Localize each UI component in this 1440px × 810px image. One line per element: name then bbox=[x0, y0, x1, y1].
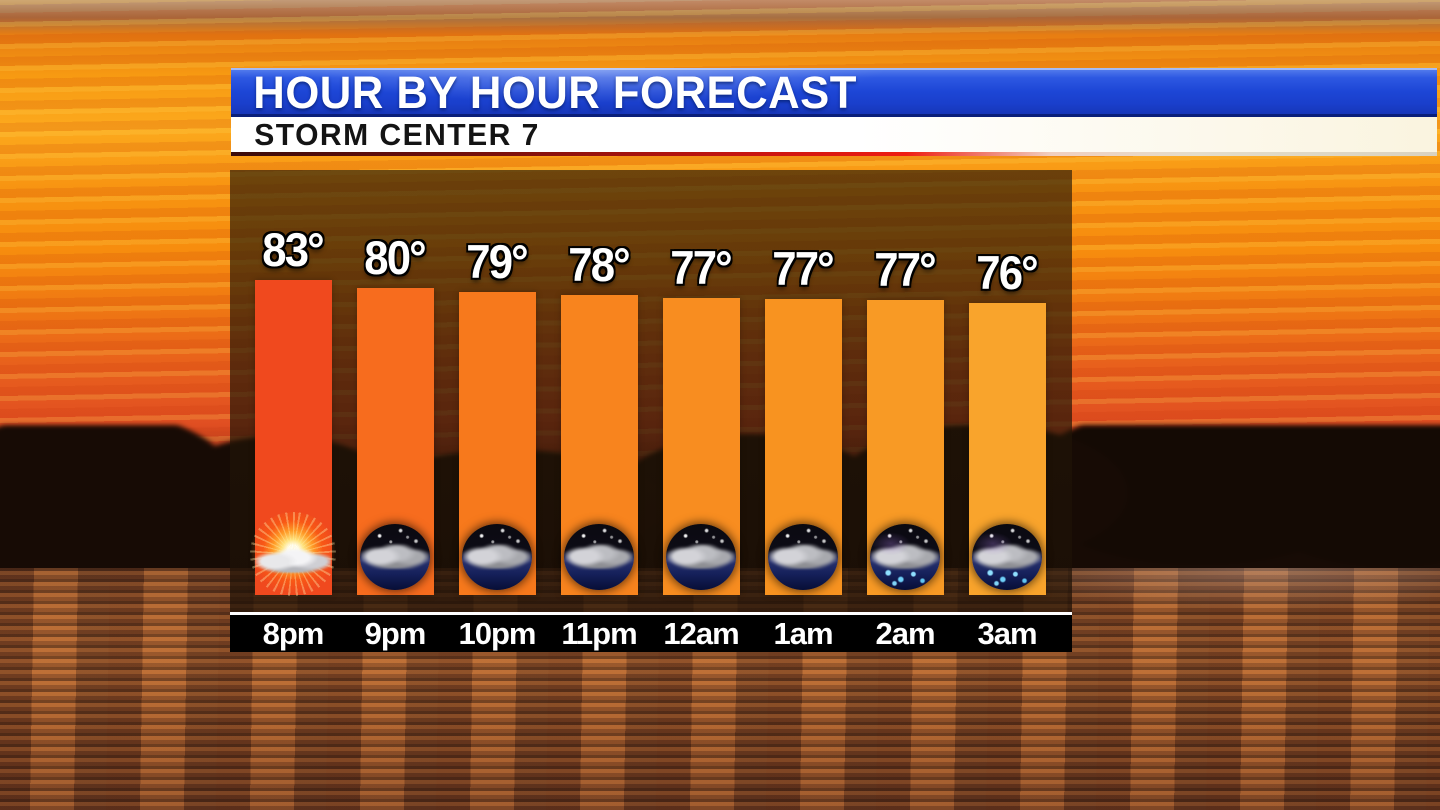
forecast-column: 79° bbox=[446, 170, 548, 612]
time-label: 11pm bbox=[561, 615, 637, 651]
temperature-bar bbox=[968, 303, 1046, 595]
forecast-column: 78° bbox=[548, 170, 650, 612]
time-axis: 8pm 9pm 10pm 11pm 12am 1am 2am 3am bbox=[230, 615, 1072, 652]
page-title: HOUR BY HOUR FORECAST bbox=[253, 66, 857, 118]
temperature-label: 77° bbox=[670, 241, 733, 294]
forecast-column: 77° bbox=[854, 170, 956, 612]
sun-cloud-icon bbox=[250, 512, 336, 596]
time-label: 10pm bbox=[458, 615, 537, 651]
time-label: 1am bbox=[773, 615, 833, 651]
temperature-label: 78° bbox=[568, 238, 631, 291]
forecast-column: 80° bbox=[344, 170, 446, 612]
temperature-label: 80° bbox=[364, 231, 427, 284]
bar-chart: 83° 80° 79° 78° 77° 77° bbox=[230, 170, 1072, 612]
station-name: STORM CENTER 7 bbox=[254, 116, 540, 152]
forecast-column: 77° bbox=[752, 170, 854, 612]
forecast-column: 77° bbox=[650, 170, 752, 612]
time-label: 9pm bbox=[364, 615, 427, 651]
temperature-label: 76° bbox=[976, 246, 1039, 299]
temperature-label: 79° bbox=[466, 235, 529, 288]
time-label: 12am bbox=[663, 615, 739, 651]
night-cloud-icon bbox=[360, 524, 430, 590]
temperature-bar bbox=[356, 288, 434, 595]
night-cloud-icon bbox=[462, 524, 532, 590]
night-cloud-icon bbox=[666, 524, 736, 590]
night-rain-icon bbox=[870, 524, 940, 590]
axis-divider-line bbox=[230, 612, 1072, 615]
temperature-bar bbox=[662, 298, 740, 595]
forecast-column: 83° bbox=[242, 170, 344, 612]
title-banner: HOUR BY HOUR FORECAST bbox=[231, 66, 1437, 118]
red-accent-line bbox=[231, 152, 1437, 156]
temperature-bar bbox=[458, 292, 536, 595]
temperature-label: 77° bbox=[772, 242, 835, 295]
temperature-label: 77° bbox=[874, 243, 937, 296]
forecast-panel: 83° 80° 79° 78° 77° 77° bbox=[230, 170, 1072, 652]
forecast-column: 76° bbox=[956, 170, 1058, 612]
time-label: 2am bbox=[875, 615, 935, 651]
temperature-bar bbox=[866, 300, 944, 595]
time-label: 8pm bbox=[262, 615, 325, 651]
header-banner: HOUR BY HOUR FORECAST STORM CENTER 7 bbox=[231, 66, 1437, 156]
night-rain-icon bbox=[972, 524, 1042, 590]
time-label: 3am bbox=[977, 615, 1037, 651]
temperature-bar bbox=[560, 295, 638, 595]
temperature-bar bbox=[764, 299, 842, 595]
temperature-label: 83° bbox=[262, 223, 325, 276]
subtitle-banner: STORM CENTER 7 bbox=[231, 117, 1437, 152]
temperature-bar bbox=[250, 280, 336, 596]
night-cloud-icon bbox=[564, 524, 634, 590]
night-cloud-icon bbox=[768, 524, 838, 590]
